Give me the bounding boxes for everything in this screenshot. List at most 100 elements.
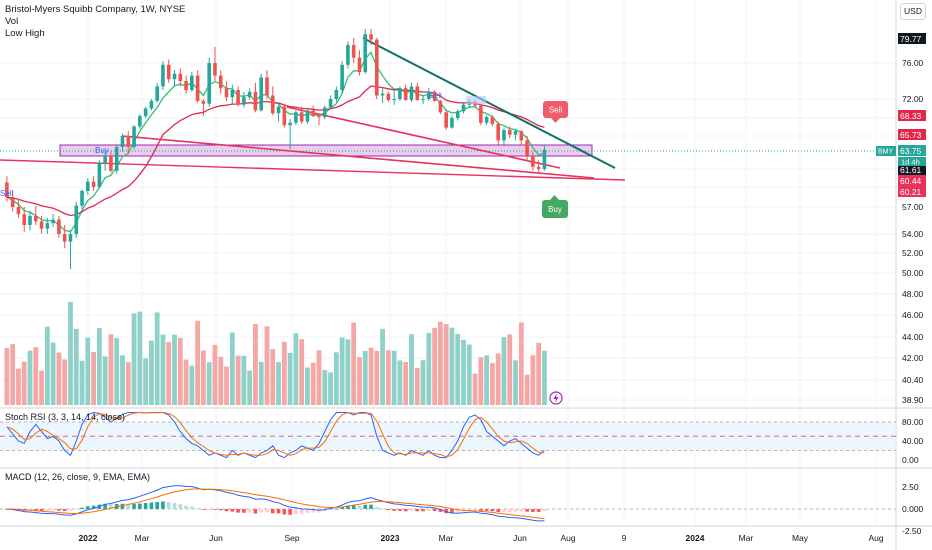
macd-histogram-bar: [132, 503, 136, 509]
volume-bar: [472, 373, 478, 405]
macd-histogram-bar: [172, 502, 177, 509]
macd-histogram-bar: [438, 509, 443, 512]
macd-histogram-bar: [346, 505, 350, 509]
macd-histogram-bar: [317, 509, 321, 513]
currency-button[interactable]: USD: [900, 3, 926, 20]
volume-bar: [466, 344, 472, 405]
macd-histogram-bar: [184, 505, 188, 509]
candle-body: [363, 34, 368, 72]
time-tick-label: Mar: [739, 533, 754, 543]
candle-body: [253, 91, 258, 111]
volume-bar: [21, 361, 27, 405]
volume-bar: [380, 328, 385, 405]
candle-body: [109, 155, 113, 171]
candle-body: [178, 73, 183, 81]
sell-label-left: Sell: [0, 189, 14, 198]
volume-bar: [287, 352, 293, 405]
candle-body: [455, 111, 460, 118]
volume-bar: [73, 328, 79, 405]
macd-histogram-bar: [80, 507, 84, 509]
volume-bar: [409, 334, 414, 405]
price-badge: [898, 186, 926, 197]
volume-bar: [201, 350, 206, 405]
macd-histogram-bar: [57, 509, 61, 511]
candle-body: [409, 86, 414, 100]
candle-body: [276, 106, 281, 114]
volume-bar: [478, 357, 484, 405]
volume-bar: [484, 355, 490, 405]
candle-body: [322, 107, 327, 118]
volume-bar: [148, 340, 154, 405]
volume-bar: [281, 341, 287, 405]
macd-histogram-bar: [294, 509, 298, 515]
macd-histogram-bar: [39, 509, 44, 512]
candle-body: [97, 162, 102, 187]
candle-body: [86, 181, 90, 191]
candle-body: [461, 104, 466, 112]
volume-bar: [108, 334, 114, 405]
macd-histogram-bar: [357, 505, 362, 509]
macd-histogram-bar: [155, 502, 159, 509]
volume-bar: [351, 322, 357, 405]
volume-bar: [79, 360, 85, 405]
pink-trendline-inner: [286, 106, 561, 169]
zone-label: Buy: [95, 146, 109, 155]
candle-body: [16, 207, 21, 215]
macd-histogram-bar: [386, 509, 391, 510]
volume-bar: [206, 362, 212, 405]
price-tick-label: 57.00: [902, 202, 924, 212]
macd-histogram-bar: [103, 503, 107, 509]
volume-bar: [33, 347, 39, 405]
macd-histogram-bar: [513, 509, 518, 512]
volume-bar: [374, 350, 380, 405]
volume-bar: [27, 350, 33, 405]
macd-histogram-bar: [230, 509, 235, 512]
volume-bar: [276, 362, 281, 405]
macd-histogram-bar: [178, 504, 183, 509]
candle-body: [28, 216, 32, 225]
macd-histogram-bar: [259, 509, 264, 513]
volume-bar: [368, 347, 374, 405]
macd-histogram-bar: [138, 503, 142, 509]
volume-bar: [357, 357, 362, 405]
price-badge-label: 68.33: [900, 111, 922, 121]
macd-histogram-bar: [375, 507, 379, 509]
candle-body: [288, 122, 292, 126]
macd-histogram-bar: [51, 509, 55, 511]
price-badge: [898, 110, 926, 121]
volume-label: Vol: [5, 16, 19, 27]
price-tick-label: 52.00: [902, 248, 924, 258]
sell-badge-text: Sell: [549, 106, 563, 115]
candle-body: [398, 88, 402, 99]
macd-histogram-bar: [519, 509, 524, 512]
volume-bar: [189, 365, 195, 405]
price-tick-label: 76.00: [902, 58, 924, 68]
candle-body: [207, 63, 211, 104]
stoch-tick-label: 0.00: [902, 455, 919, 465]
candle-body: [230, 90, 235, 98]
candle-body: [161, 64, 165, 87]
sell-badge-pointer: [551, 118, 560, 123]
macd-histogram-bar: [265, 509, 269, 513]
macd-histogram-bar: [247, 509, 252, 513]
macd-histogram-bar: [421, 509, 425, 512]
volume-bar: [229, 332, 235, 405]
time-tick-label: Aug: [868, 533, 883, 543]
candle-body: [525, 140, 529, 156]
candle-body: [282, 106, 287, 126]
candle-body: [236, 90, 240, 105]
price-tick-label: 46.00: [902, 310, 924, 320]
macd-histogram-bar: [322, 509, 327, 512]
candle-body: [536, 166, 541, 169]
volume-bar: [160, 334, 166, 405]
volume-bar: [270, 349, 276, 405]
price-tick-label: 48.00: [902, 289, 924, 299]
candle-body: [328, 99, 333, 108]
macd-histogram-bar: [270, 509, 275, 514]
volume-bar: [437, 321, 443, 405]
macd-histogram-bar: [455, 509, 460, 513]
volume-bar: [490, 363, 495, 405]
volume-bar: [166, 341, 172, 405]
volume-bar: [247, 370, 253, 405]
